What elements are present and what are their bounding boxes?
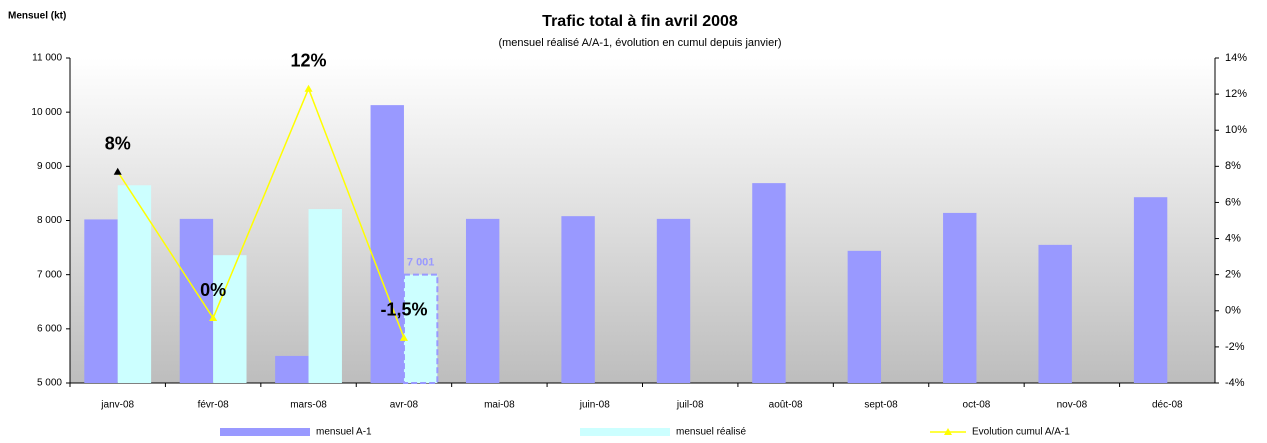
y-tick-label: 8 000 <box>37 215 62 226</box>
marker <box>304 84 313 92</box>
y2-tick-label: 4% <box>1225 232 1241 244</box>
data-label: 12% <box>291 50 327 70</box>
plot-area <box>70 58 1215 383</box>
y2-tick-label: -4% <box>1225 377 1245 389</box>
x-tick-label: sept-08 <box>864 400 898 411</box>
y-tick-label: 9 000 <box>37 161 62 172</box>
x-tick-label: janv-08 <box>100 400 134 411</box>
y2-tick-label: 2% <box>1225 269 1241 281</box>
x-tick-label: nov-08 <box>1057 400 1088 411</box>
y-tick-label: 6 000 <box>37 323 62 334</box>
x-tick-label: mars-08 <box>290 400 327 411</box>
bar <box>402 273 439 384</box>
x-tick-label: août-08 <box>769 400 803 411</box>
y2-tick-label: 0% <box>1225 305 1241 317</box>
data-label: 7 001 <box>407 257 435 269</box>
data-label: 0% <box>200 280 226 300</box>
bar <box>117 185 152 383</box>
y2-tick-label: 14% <box>1225 52 1247 64</box>
bar <box>308 209 342 383</box>
legend-label: mensuel A-1 <box>316 427 372 438</box>
chart-subtitle: (mensuel réalisé A/A-1, évolution en cum… <box>498 37 781 49</box>
bar <box>847 250 882 383</box>
y-tick-label: 10 000 <box>31 107 62 118</box>
x-tick-label: avr-08 <box>390 400 419 411</box>
y-tick-label: 7 000 <box>37 269 62 280</box>
bar <box>1038 244 1072 383</box>
y-axis-label: Mensuel (kt) <box>8 11 66 22</box>
bar <box>213 255 247 383</box>
x-tick-label: juin-08 <box>579 400 610 411</box>
bar <box>465 218 500 383</box>
bar <box>84 219 118 383</box>
legend-label: mensuel réalisé <box>676 427 746 438</box>
y-tick-label: 11 000 <box>32 53 62 64</box>
marker <box>113 167 122 175</box>
data-label: -1,5% <box>380 300 427 320</box>
x-tick-label: févr-08 <box>198 400 230 411</box>
line <box>117 86 405 339</box>
y2-tick-label: 6% <box>1225 196 1241 208</box>
data-label: 8% <box>105 134 131 154</box>
bar <box>1133 197 1168 383</box>
y2-tick-label: 12% <box>1225 88 1247 100</box>
legend-label: Evolution cumul A/A-1 <box>972 427 1070 438</box>
chart-title: Trafic total à fin avril 2008 <box>542 13 738 30</box>
x-tick-label: oct-08 <box>963 400 991 411</box>
bar <box>656 218 691 383</box>
y2-tick-label: 8% <box>1225 160 1241 172</box>
legend-swatch <box>580 428 670 436</box>
bar <box>943 212 977 383</box>
bar <box>561 216 595 383</box>
x-tick-label: mai-08 <box>484 400 515 411</box>
bar <box>370 105 404 383</box>
x-tick-label: juil-08 <box>676 400 704 411</box>
legend-swatch <box>220 428 310 436</box>
bar <box>275 355 309 383</box>
y-tick-label: 5 000 <box>37 378 62 389</box>
x-tick-label: déc-08 <box>1152 400 1183 411</box>
legend-swatch <box>944 428 952 435</box>
y2-tick-label: -2% <box>1225 341 1245 353</box>
bar <box>752 183 786 383</box>
y2-tick-label: 10% <box>1225 124 1247 136</box>
marker <box>209 314 218 321</box>
marker <box>399 333 408 341</box>
bar <box>179 218 214 383</box>
